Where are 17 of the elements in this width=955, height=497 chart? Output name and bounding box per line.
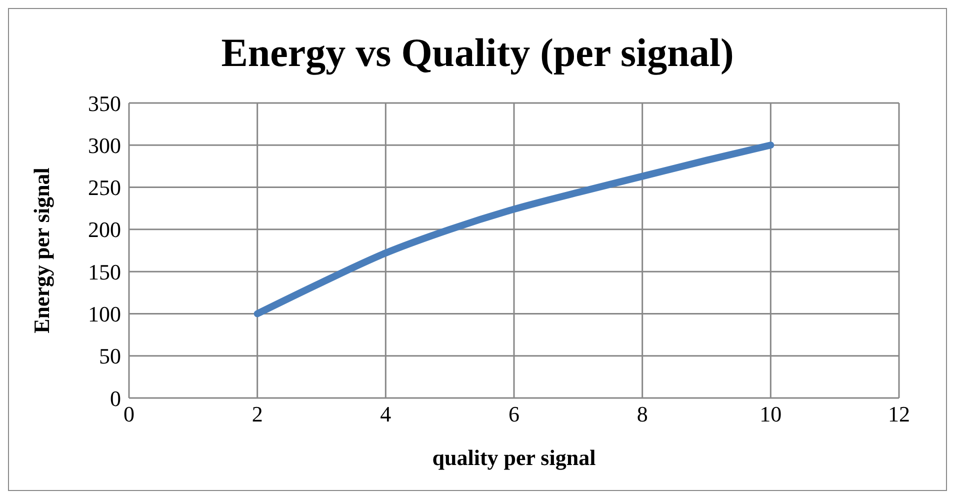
x-axis-title: quality per signal <box>432 445 596 470</box>
y-tick-label: 250 <box>88 175 121 200</box>
x-tick-label: 4 <box>380 402 392 427</box>
x-tick-label: 12 <box>888 402 910 427</box>
chart-title: Energy vs Quality (per signal) <box>220 29 735 77</box>
x-tick-label: 10 <box>760 402 782 427</box>
x-tick-label: 6 <box>508 402 520 427</box>
y-tick-label: 0 <box>110 386 121 411</box>
y-tick-label: 50 <box>99 344 121 369</box>
y-tick-label: 200 <box>88 217 121 242</box>
y-tick-label: 100 <box>88 302 121 327</box>
x-tick-label: 2 <box>252 402 263 427</box>
x-tick-label: 8 <box>636 402 648 427</box>
y-tick-label: 150 <box>88 259 121 284</box>
y-axis-title: Energy per signal <box>28 168 54 334</box>
y-tick-label: 300 <box>88 132 121 158</box>
y-tick-label: 350 <box>88 90 121 116</box>
